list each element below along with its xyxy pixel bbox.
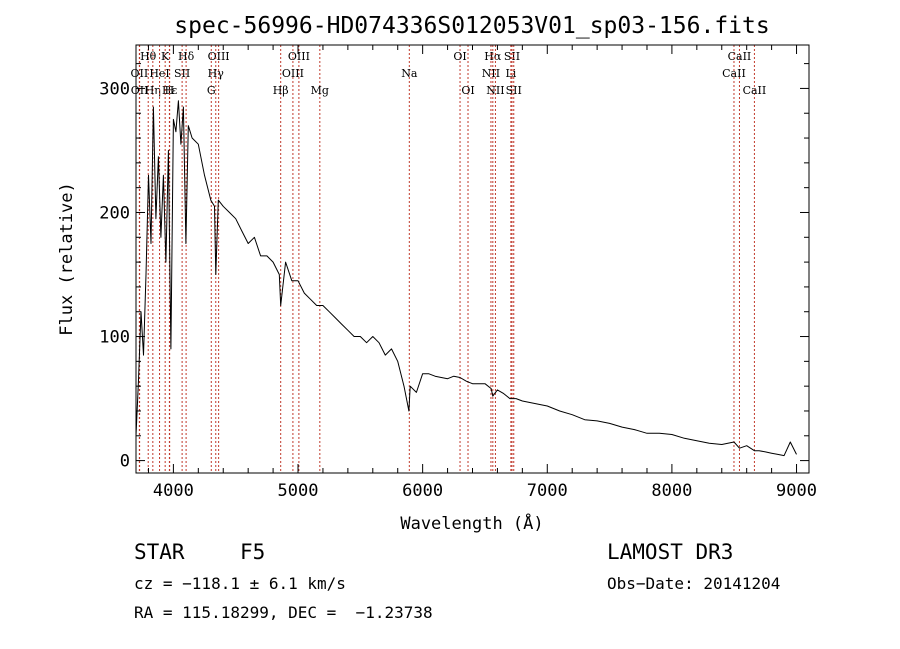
x-tick-label: 4000 [153, 481, 194, 501]
line-label: G [207, 84, 216, 97]
y-tick-label: 0 [120, 452, 130, 472]
line-label: SII [504, 50, 520, 63]
observation-date: Obs−Date: 20141204 [607, 574, 781, 593]
x-axis: 4000 5000 6000 7000 8000 9000 [147, 45, 817, 501]
survey-name: LAMOST DR3 [607, 540, 734, 564]
line-label: K [161, 50, 170, 63]
y-tick-label: 200 [99, 203, 130, 223]
line-label: H [165, 84, 175, 97]
coordinates: RA = 115.18299, DEC = −1.23738 [134, 603, 433, 622]
y-axis: 0 100 200 300 [99, 63, 809, 472]
object-type: STAR [134, 540, 185, 564]
line-label: Hδ [178, 50, 195, 63]
line-label: OII [131, 84, 149, 97]
line-label: HeI [149, 67, 169, 80]
x-tick-label: 5000 [278, 481, 319, 501]
line-label: OIII [288, 50, 310, 63]
line-label: Mg [311, 84, 329, 97]
line-label: Hγ [208, 67, 225, 80]
line-label: Hη [145, 84, 161, 97]
y-tick-label: 300 [99, 79, 130, 99]
chart-title: spec-56996-HD074336S012053V01_sp03-156.f… [174, 13, 769, 39]
spectrum-chart: spec-56996-HD074336S012053V01_sp03-156.f… [57, 13, 817, 534]
line-label: OIII [282, 67, 304, 80]
spectrum-series [135, 100, 797, 457]
line-label: Hβ [273, 84, 289, 97]
x-tick-label: 9000 [776, 481, 817, 501]
line-label: SII [506, 84, 522, 97]
line-label: CaII [722, 67, 746, 80]
line-label: CaII [743, 84, 767, 97]
object-subclass: F5 [240, 540, 266, 564]
line-label: OI [453, 50, 466, 63]
x-axis-label: Wavelength (Å) [400, 512, 543, 534]
line-label: NII [486, 84, 504, 97]
line-label: NII [482, 67, 500, 80]
line-label: Hθ [140, 50, 157, 63]
line-label: Hα [484, 50, 502, 63]
line-label: SII [174, 67, 190, 80]
x-tick-label: 7000 [527, 481, 568, 501]
y-axis-label: Flux (relative) [57, 182, 77, 336]
y-tick-label: 100 [99, 328, 130, 348]
line-label: Li [505, 67, 516, 80]
plot-frame [135, 44, 810, 474]
line-label: OI [461, 84, 474, 97]
line-label: Na [401, 67, 418, 80]
line-label: CaII [728, 50, 752, 63]
series-line [135, 100, 797, 457]
x-tick-label: 8000 [651, 481, 692, 501]
line-label: OIII [208, 50, 230, 63]
x-tick-label: 6000 [402, 481, 443, 501]
redshift-info: cz = −118.1 ± 6.1 km/s [134, 574, 346, 593]
